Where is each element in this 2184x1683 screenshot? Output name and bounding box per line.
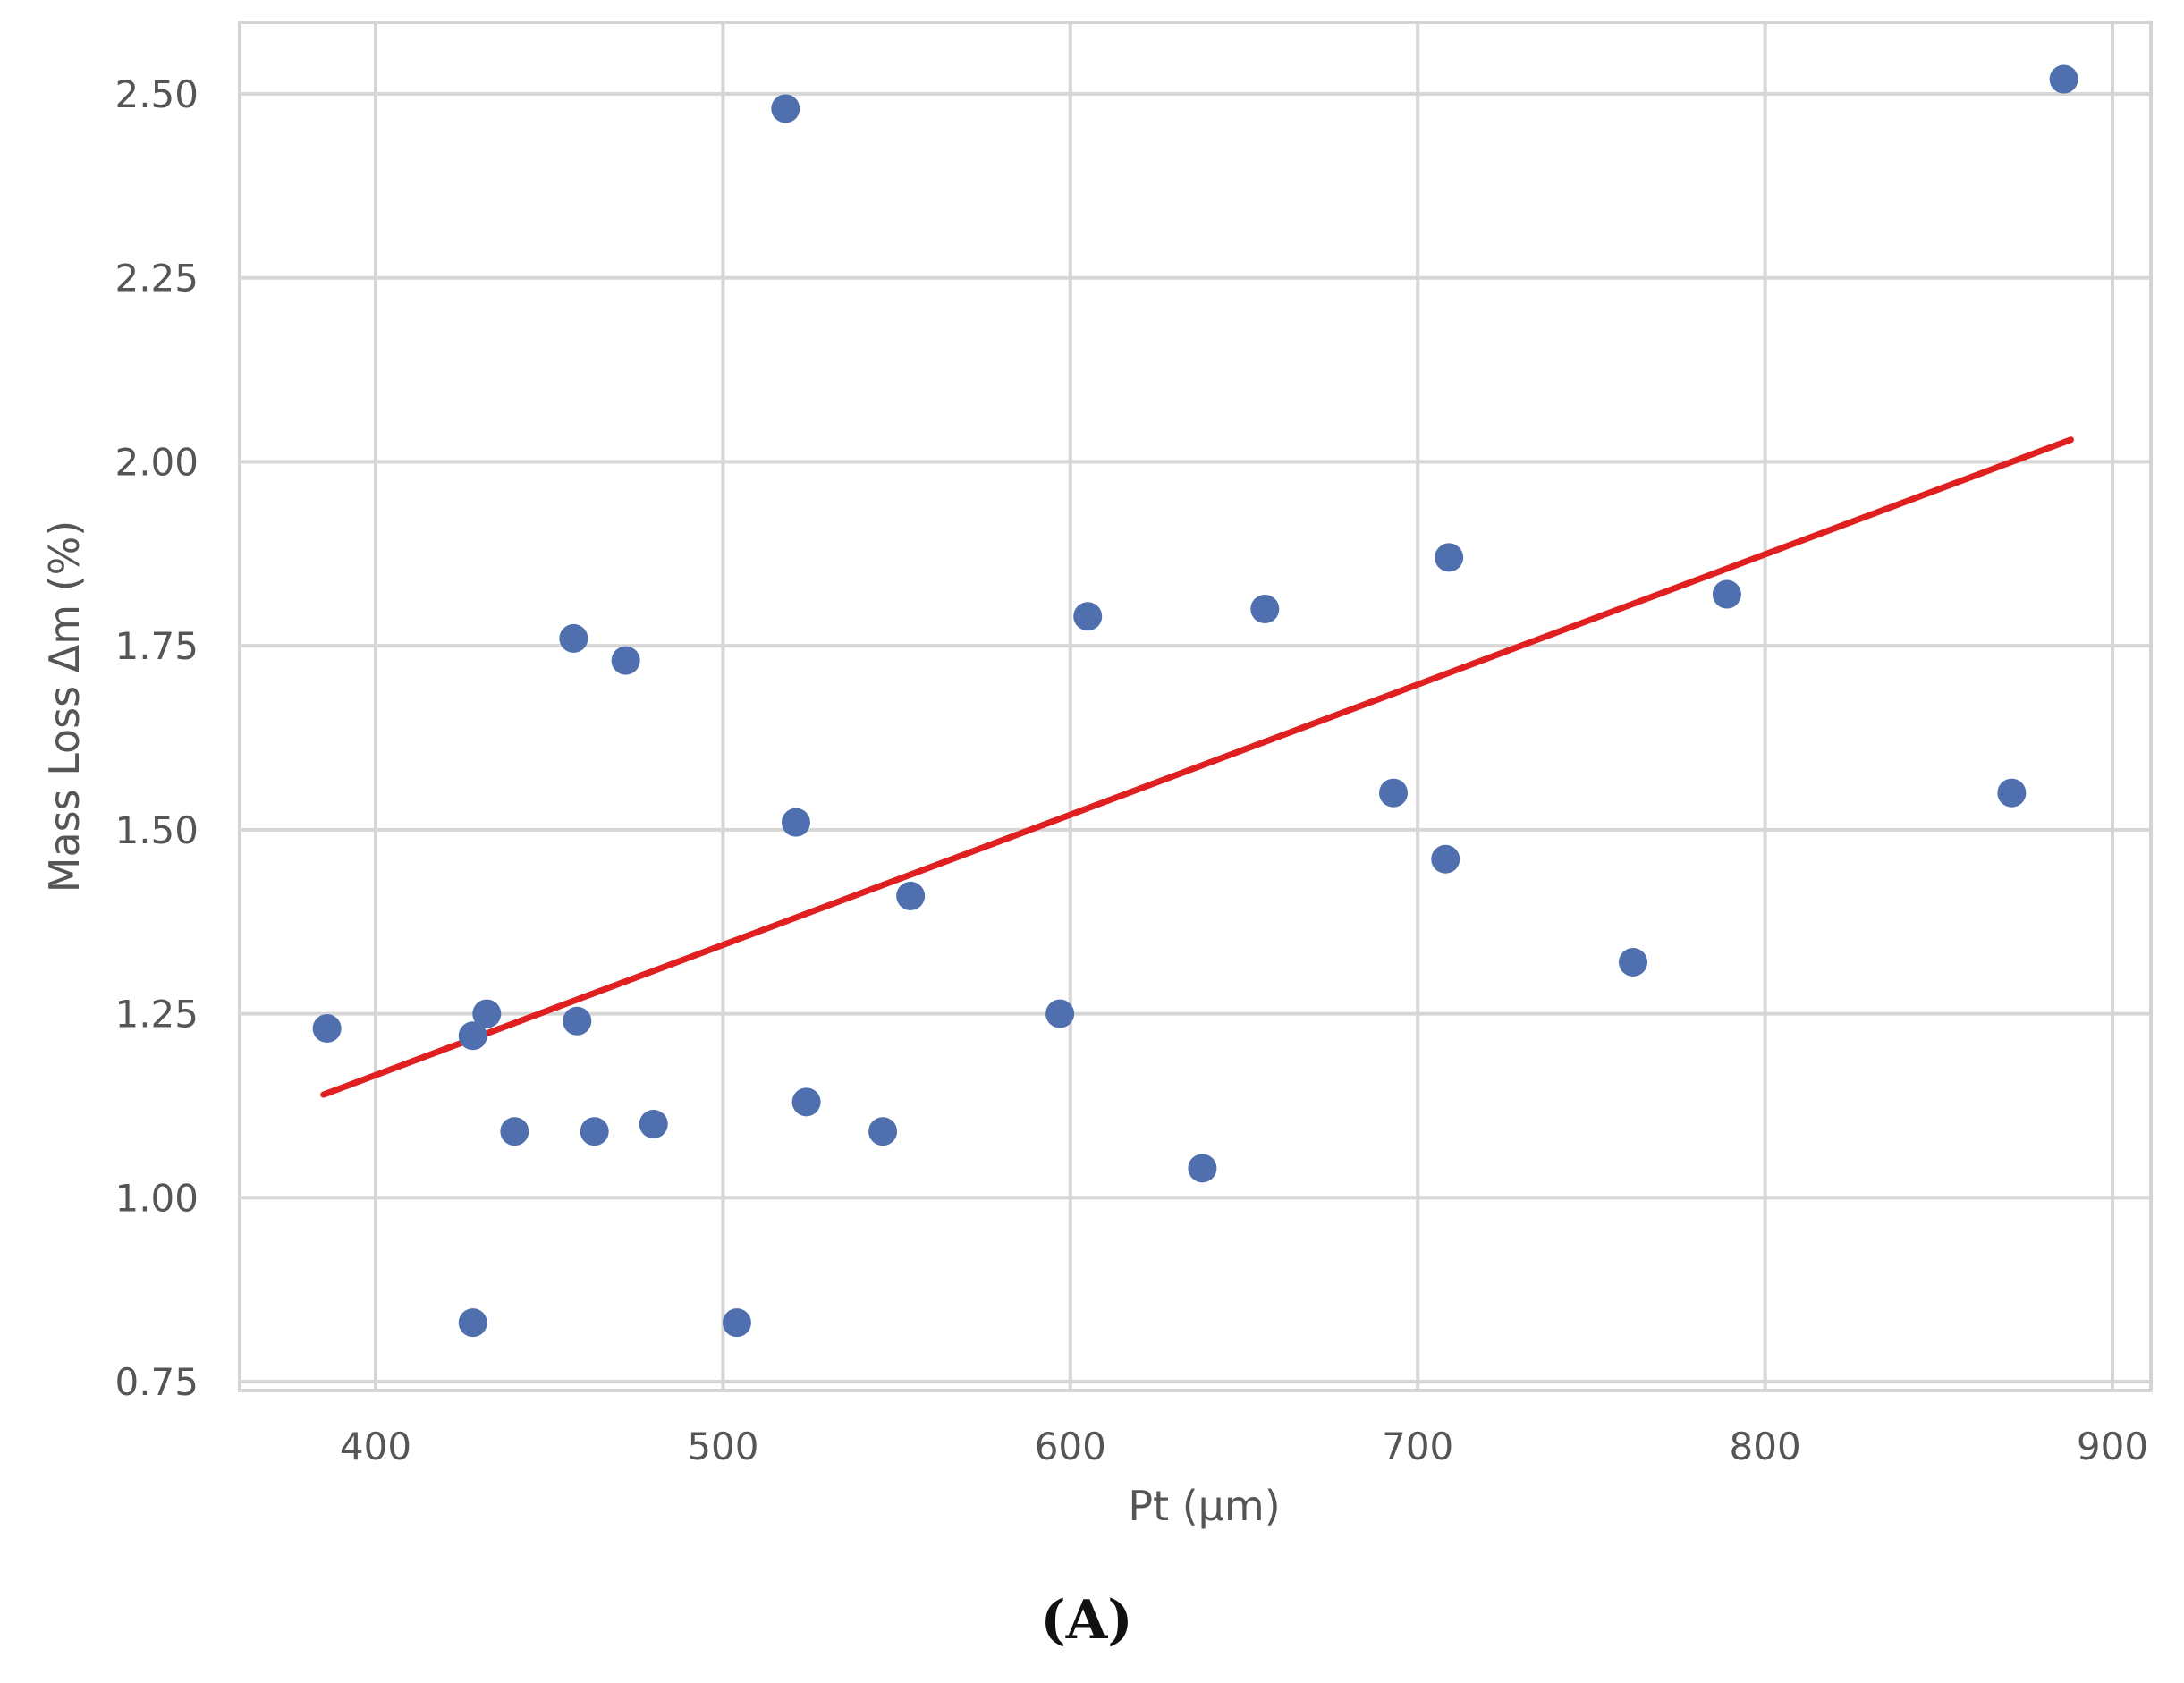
data-point <box>611 646 640 675</box>
data-point <box>1619 947 1648 977</box>
data-point <box>781 808 810 837</box>
data-point <box>500 1117 529 1146</box>
y-axis-title: Mass Loss Δm (%) <box>40 520 89 892</box>
y-tick-label: 2.00 <box>114 440 199 484</box>
data-point <box>1045 999 1075 1028</box>
y-tick-label: 1.75 <box>114 624 199 668</box>
y-tick-label: 2.25 <box>114 257 199 300</box>
data-point <box>458 1021 487 1051</box>
data-point <box>1435 543 1464 572</box>
data-point <box>791 1087 821 1117</box>
data-point <box>1188 1154 1217 1183</box>
x-tick-label: 800 <box>1730 1425 1801 1468</box>
x-tick-label: 600 <box>1035 1425 1106 1468</box>
figure-caption: (A) <box>1040 1589 1132 1652</box>
trendline <box>320 436 2074 1098</box>
data-point <box>771 94 800 123</box>
x-tick-label: 400 <box>340 1425 411 1468</box>
y-tick-label: 1.25 <box>114 993 199 1036</box>
data-points <box>312 64 2078 1338</box>
y-tick-label: 1.00 <box>114 1176 199 1220</box>
x-tick-label: 500 <box>687 1425 758 1468</box>
data-point <box>312 1014 342 1044</box>
grid <box>240 22 2151 1391</box>
x-axis-title: Pt (µm) <box>1128 1482 1280 1530</box>
y-tick-label: 0.75 <box>114 1360 199 1404</box>
data-point <box>559 623 588 653</box>
data-point <box>868 1117 898 1146</box>
data-point <box>639 1110 668 1138</box>
data-point <box>1431 844 1460 874</box>
data-point <box>1997 778 2027 808</box>
plot-frame <box>238 21 2153 1392</box>
y-tick-label: 1.50 <box>114 808 199 852</box>
data-point <box>580 1117 609 1146</box>
data-point <box>1712 579 1741 609</box>
y-tick-label: 2.50 <box>114 72 199 116</box>
trendline-group <box>320 436 2074 1098</box>
x-tick-label: 700 <box>1382 1425 1453 1468</box>
data-point <box>1073 602 1103 631</box>
data-point <box>896 881 926 910</box>
x-tick-labels: 400 500 600 700 800 900 <box>340 1425 2148 1468</box>
data-point <box>2049 64 2078 94</box>
data-point <box>722 1308 751 1338</box>
data-point <box>458 1308 487 1338</box>
y-tick-labels: 0.75 1.00 1.25 1.50 1.75 2.00 2.25 2.50 <box>114 72 199 1404</box>
data-point <box>1250 595 1280 623</box>
data-point <box>472 999 502 1028</box>
data-point <box>563 1006 592 1036</box>
x-tick-label: 900 <box>2077 1425 2148 1468</box>
data-point <box>1379 778 1409 808</box>
